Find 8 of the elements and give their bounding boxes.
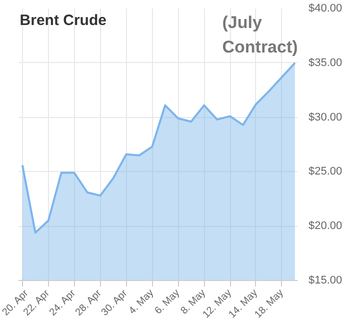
y-tick-label: $40.00 <box>308 2 342 14</box>
y-tick-label: $25.00 <box>308 166 342 178</box>
y-tick-label: $35.00 <box>308 56 342 69</box>
y-tick-label: $15.00 <box>308 274 342 286</box>
chart-title: Brent Crude <box>20 12 106 29</box>
annotation: (July Contract) <box>222 12 298 57</box>
y-tick-label: $30.00 <box>308 111 342 124</box>
y-tick-label: $20.00 <box>308 220 342 232</box>
